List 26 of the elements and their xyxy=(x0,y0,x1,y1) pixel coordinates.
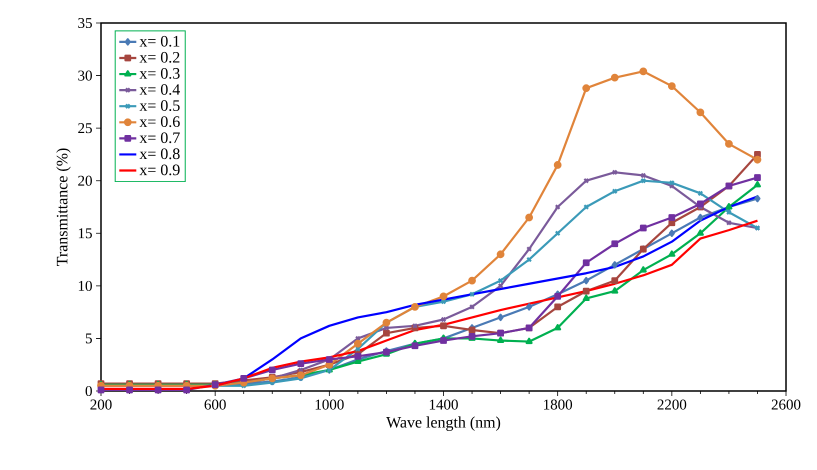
y-axis-title: Transmittance (%) xyxy=(56,148,71,266)
legend-label: x= 0.7 xyxy=(140,132,180,144)
y-tick-label: 20 xyxy=(78,176,92,186)
legend-label: x= 0.8 xyxy=(140,148,180,160)
legend-label: x= 0.5 xyxy=(140,100,180,111)
legend-label: x= 0.6 xyxy=(140,116,180,128)
x-tick-label: 2200 xyxy=(658,400,686,410)
y-tick-label: 25 xyxy=(78,123,92,134)
legend-label: x= 0.9 xyxy=(140,164,180,176)
legend-label: x= 0.4 xyxy=(140,84,180,95)
legend-label: x= 0.2 xyxy=(140,52,180,63)
x-tick-label: 1000 xyxy=(316,400,344,410)
x-tick-label: 2600 xyxy=(772,400,800,410)
y-tick-label: 0 xyxy=(86,386,92,396)
y-tick-label: 15 xyxy=(78,228,92,238)
legend-label: x= 0.1 xyxy=(140,36,180,47)
y-tick-label: 5 xyxy=(86,333,92,344)
y-tick-label: 35 xyxy=(78,18,92,28)
legend-label: x= 0.3 xyxy=(140,68,180,79)
x-axis-title: Wave length (nm) xyxy=(386,416,500,431)
x-tick-label: 1800 xyxy=(544,400,572,410)
x-tick-label: 1400 xyxy=(430,400,458,410)
x-tick-label: 200 xyxy=(90,400,112,410)
x-tick-label: 600 xyxy=(204,400,226,410)
y-tick-label: 30 xyxy=(78,70,92,81)
y-tick-label: 10 xyxy=(78,280,92,291)
